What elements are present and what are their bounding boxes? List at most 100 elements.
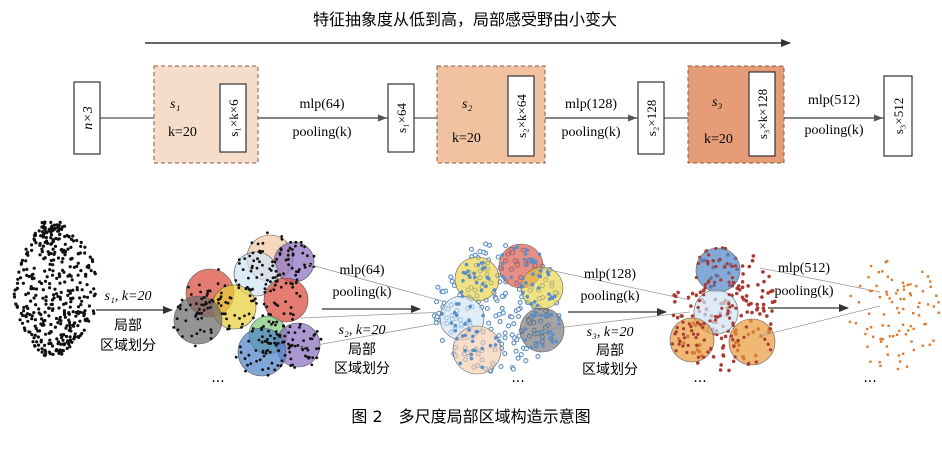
point — [50, 229, 54, 233]
point — [532, 260, 536, 264]
point — [294, 240, 298, 244]
point — [40, 317, 44, 321]
point — [750, 258, 755, 263]
point — [315, 356, 319, 360]
point — [701, 289, 706, 293]
point — [679, 314, 683, 318]
point — [271, 276, 275, 280]
point — [44, 295, 48, 299]
stage2-out-box — [637, 81, 665, 155]
stage2-k-label: k=20 — [452, 131, 481, 146]
point — [26, 291, 30, 295]
point — [291, 317, 294, 321]
point — [297, 268, 301, 271]
point — [15, 286, 19, 290]
local-region — [728, 318, 776, 366]
point — [673, 300, 677, 304]
point — [54, 292, 59, 296]
point — [289, 364, 293, 367]
point — [497, 319, 503, 325]
point — [499, 293, 505, 299]
point — [79, 303, 83, 307]
point — [78, 319, 82, 323]
point — [768, 348, 773, 352]
point — [216, 282, 220, 286]
point — [760, 295, 764, 299]
point — [243, 257, 247, 260]
point — [258, 260, 261, 264]
point — [466, 269, 470, 274]
point — [486, 242, 493, 248]
point — [921, 270, 924, 273]
point — [557, 317, 561, 322]
point — [525, 247, 529, 252]
point — [29, 299, 33, 303]
point — [48, 282, 52, 286]
point — [67, 320, 72, 325]
point — [709, 346, 713, 351]
point — [75, 238, 79, 243]
point — [271, 260, 274, 264]
point — [73, 335, 77, 339]
point — [64, 326, 68, 330]
point — [280, 235, 284, 238]
point — [53, 250, 57, 254]
point — [902, 352, 905, 355]
point — [24, 259, 28, 263]
point — [261, 250, 265, 253]
point — [885, 290, 888, 293]
point — [92, 287, 96, 291]
point — [66, 340, 70, 344]
point — [294, 281, 298, 285]
point — [890, 278, 894, 282]
point — [59, 333, 63, 337]
point — [59, 290, 63, 294]
point — [184, 319, 188, 323]
point — [289, 240, 292, 244]
point — [515, 313, 522, 320]
point — [765, 314, 769, 318]
point — [32, 276, 36, 280]
point — [763, 337, 767, 341]
point — [719, 278, 723, 282]
stage3-s-label: s₃ — [712, 95, 722, 110]
point — [449, 321, 454, 325]
point — [71, 234, 75, 238]
point — [71, 310, 75, 314]
point — [751, 254, 756, 258]
point — [535, 303, 540, 308]
point — [509, 314, 515, 320]
point — [45, 275, 49, 279]
point — [30, 314, 34, 318]
point — [912, 348, 915, 352]
point — [733, 355, 737, 359]
point — [315, 347, 318, 351]
point — [550, 340, 555, 344]
mid3-guide-2 — [759, 305, 881, 337]
point — [238, 317, 241, 320]
point — [269, 280, 272, 284]
point — [50, 226, 54, 230]
point — [62, 302, 66, 306]
point — [455, 336, 459, 341]
point — [541, 344, 545, 348]
point — [742, 297, 746, 302]
point — [541, 337, 545, 341]
point — [273, 283, 277, 287]
raw-point-cloud — [12, 220, 97, 358]
point — [721, 346, 725, 350]
point — [71, 288, 75, 292]
point — [63, 249, 68, 254]
point — [19, 276, 23, 280]
point — [497, 339, 501, 343]
point — [909, 325, 912, 328]
point — [675, 326, 679, 330]
point — [200, 316, 204, 320]
point — [198, 308, 201, 311]
point — [730, 276, 735, 280]
point — [302, 329, 306, 333]
point — [496, 332, 502, 339]
point — [866, 327, 869, 331]
point — [58, 281, 62, 285]
point — [247, 312, 251, 316]
